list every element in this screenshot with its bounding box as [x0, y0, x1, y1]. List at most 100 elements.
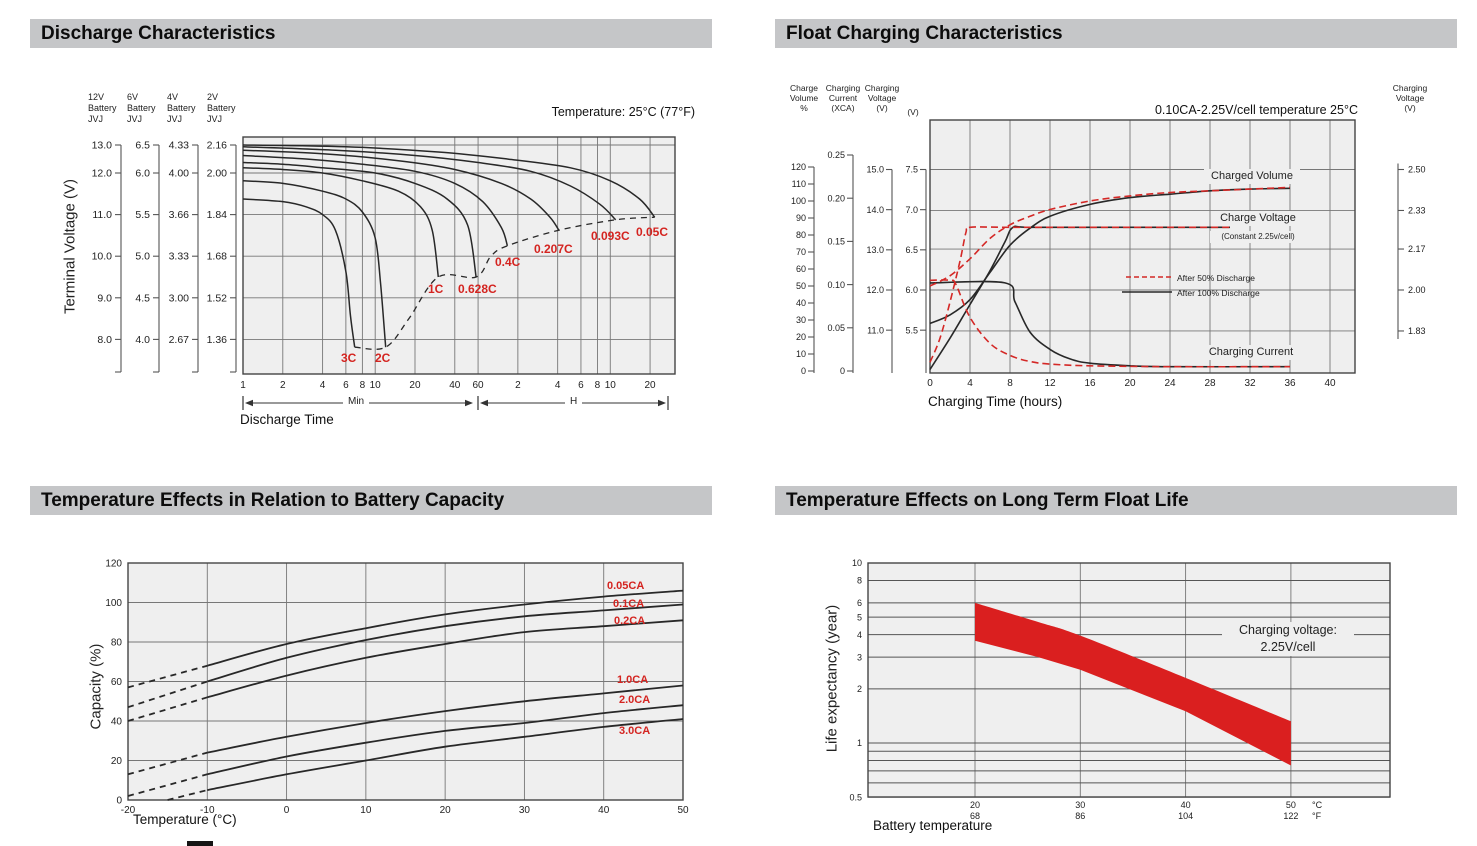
axis-header-right-charging-voltage: Charging Voltage (V) [1380, 83, 1440, 113]
x-tick-label: 30 [519, 805, 531, 816]
scale-header-12v: 12V Battery JVJ [88, 92, 117, 125]
capacity-curve-dashed [167, 789, 208, 801]
capacity-curve-dashed [127, 751, 208, 776]
scale-label: 7.5 [905, 165, 918, 175]
y-tick-label: 6 [857, 598, 862, 608]
discharge-x-axis-label: Discharge Time [240, 412, 334, 427]
scale-label: 0.20 [827, 193, 845, 203]
annotation-charging-current: Charging Current [1202, 345, 1300, 360]
range-arrowhead [465, 399, 473, 407]
scale-label: 12.0 [866, 285, 884, 295]
axis-header-line: (V) [1404, 103, 1416, 113]
capacity-curve-dashed [127, 664, 208, 689]
x-tick-label-celsius: 50 [1286, 800, 1296, 810]
scale-label: 110 [792, 179, 806, 189]
scale-label: 1.36 [207, 334, 228, 346]
scale-label: 9.0 [97, 292, 112, 304]
scale-label: 60 [796, 264, 806, 274]
float-charging-x-axis-label: Charging Time (hours) [928, 394, 1063, 409]
axis-header-line: Charge [790, 83, 818, 93]
x-tick-label: 24 [1164, 378, 1176, 389]
scale-header-line: 4V [167, 92, 179, 102]
scale-label: 30 [796, 315, 806, 325]
scale-label: 2.17 [1408, 244, 1426, 254]
axis-header-v6-unit: (V) [898, 107, 928, 117]
scale-label: 13.0 [866, 245, 884, 255]
scale-label: 5.5 [135, 209, 150, 221]
y-tick-label: 5 [857, 612, 862, 622]
float-charging-plot-border [929, 119, 1356, 374]
x-tick-label: -20 [121, 805, 136, 816]
x-tick-label: 20 [645, 380, 657, 391]
scale-label: 4.0 [135, 334, 150, 346]
scale-label: 10 [796, 349, 806, 359]
discharge-curve-label: 3C [341, 351, 357, 365]
discharge-curve [242, 149, 560, 231]
scale-label: 1.84 [207, 209, 228, 221]
scale-label: 5.5 [905, 325, 918, 335]
float-life-y-axis-label: Life expectancy (year) [823, 604, 841, 753]
axis-header-line: (XCA) [831, 103, 855, 113]
axis-header-line: Charging [1392, 83, 1428, 93]
section-title: Temperature Effects in Relation to Batte… [41, 490, 505, 511]
scale-label: 2.16 [207, 140, 228, 152]
discharge-plot-bg [243, 137, 675, 374]
float-charging-plot-bg [930, 120, 1355, 373]
scale-header-line: 2V [207, 92, 219, 102]
scale-label: 90 [796, 213, 806, 223]
scale-label: 50 [796, 281, 806, 291]
discharge-cutoff-envelope [354, 216, 655, 350]
discharge-curve [242, 161, 477, 278]
x-tick-label: 32 [1244, 378, 1256, 389]
capacity-curve-label: 3.0CA [619, 725, 650, 737]
x-tick-label-celsius: 30 [1075, 800, 1085, 810]
annotation-line: 2.25V/cell [1260, 640, 1316, 654]
x-tick-label: 28 [1204, 378, 1216, 389]
scale-label: 4.33 [169, 140, 190, 152]
discharge-curve [242, 167, 440, 278]
x-tick-label-fahrenheit: 68 [970, 811, 980, 821]
float-charging-note: 0.10CA-2.25V/cell temperature 25°C [1154, 103, 1358, 117]
scale-label: 2.50 [1408, 165, 1426, 175]
scale-label: 0.15 [827, 237, 845, 247]
y-tick-label: 1 [857, 738, 862, 748]
x-tick-label: 2 [280, 380, 286, 391]
float-life-band [975, 602, 1291, 766]
unit-celsius: °C [1312, 800, 1323, 810]
y-tick-label: 100 [105, 598, 122, 609]
scale-label: 8.0 [97, 334, 112, 346]
capacity-curve-label: 2.0CA [619, 694, 650, 706]
discharge-temperature-note: Temperature: 25°C (77°F) [551, 105, 695, 119]
axis-header-line: (V) [907, 107, 919, 117]
y-tick-label: 8 [857, 576, 862, 586]
section-header-float-life: Temperature Effects on Long Term Float L… [775, 486, 1457, 515]
discharge-curve [242, 144, 656, 218]
x-tick-label: 16 [1084, 378, 1096, 389]
y-tick-label: 0 [116, 796, 122, 807]
scale-header-line: 6V [127, 92, 139, 102]
discharge-curve-label: 2C [375, 351, 391, 365]
x-tick-label: 10 [370, 380, 382, 391]
discharge-curve-label: 0.093C [591, 229, 630, 243]
x-tick-label: 10 [360, 805, 372, 816]
capacity-curve [207, 619, 684, 699]
section-title: Float Charging Characteristics [786, 23, 1063, 44]
capacity-curve-label: 0.2CA [614, 615, 645, 627]
x-tick-label: 50 [677, 805, 689, 816]
scale-header-2v: 2V Battery JVJ [207, 92, 236, 125]
annotation-charging-voltage: Charging voltage: 2.25V/cell [1222, 622, 1354, 656]
axis-header-line: Current [828, 93, 858, 103]
float-charging-curve-100 [929, 187, 1291, 325]
axis-header-line: Voltage [867, 93, 897, 103]
section-header-float-charging: Float Charging Characteristics [775, 19, 1457, 48]
x-tick-label: 2 [515, 380, 521, 391]
axis-header-charging-voltage: Charging Voltage (V) [860, 83, 904, 113]
discharge-curve [242, 180, 387, 348]
axis-header-line: (V) [876, 103, 888, 113]
scale-label: 3.33 [169, 251, 190, 263]
float-charging-curve-50 [929, 226, 1230, 363]
x-tick-label: 8 [1007, 378, 1013, 389]
x-tick-label: 20 [1124, 378, 1136, 389]
scale-label: 3.00 [169, 292, 190, 304]
